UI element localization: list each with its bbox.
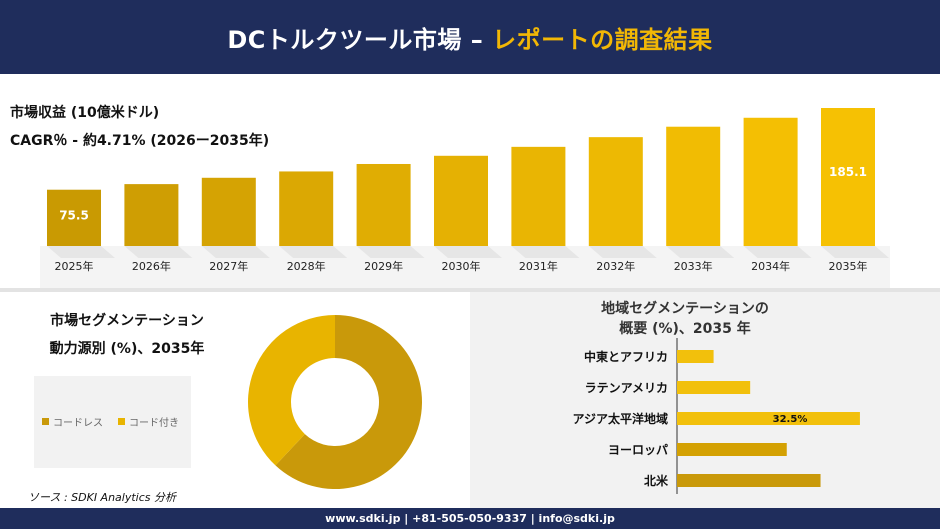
page-title: DCトルクツール市場 – レポートの調査結果 — [227, 20, 712, 55]
year-tick-label: 2027年 — [209, 259, 248, 273]
donut-slice-corded — [248, 315, 335, 466]
year-tick-label: 2029年 — [364, 259, 403, 273]
footer-contact-text: www.sdki.jp | +81-505-050-9337 | info@sd… — [325, 512, 615, 525]
donut-legend: コードレス コード付き — [34, 376, 191, 468]
region-label: ヨーロッパ — [608, 443, 668, 457]
donut-slice-cordless — [275, 315, 422, 489]
revenue-bar — [666, 126, 721, 246]
revenue-bar — [124, 184, 179, 246]
year-tick-label: 2028年 — [287, 259, 326, 273]
bar-shadow — [279, 246, 348, 258]
bar-shadow — [511, 246, 580, 258]
bar-shadow — [434, 246, 502, 258]
revenue-chart-panel: 市場収益 (10億米ドル) CAGR％ - 約4.71% (2026ー2035年… — [0, 74, 940, 288]
revenue-bar — [356, 163, 411, 246]
bar-shadow — [666, 246, 735, 258]
revenue-bar-chart: 2025年 75.5 2026年 2027年 2028年 2029年 2030年 2031年 2… — [40, 108, 890, 288]
year-tick-label: 2035年 — [829, 259, 868, 273]
bar-shadow — [743, 246, 812, 258]
legend-item-corded: コード付き — [118, 414, 179, 429]
year-tick-label: 2033年 — [674, 259, 713, 273]
regional-bar — [677, 412, 860, 425]
revenue-bar — [201, 177, 256, 246]
year-tick-label: 2031年 — [519, 259, 558, 273]
revenue-bar — [47, 189, 101, 246]
regional-bar — [677, 443, 787, 456]
revenue-bar — [434, 155, 488, 246]
year-tick-label: 2030年 — [442, 259, 481, 273]
region-label: 北米 — [644, 473, 669, 488]
bar-shadow — [821, 246, 889, 258]
legend-item-cordless: コードレス — [42, 414, 103, 429]
year-tick-label: 2034年 — [751, 259, 790, 273]
year-tick-label: 2025年 — [55, 259, 94, 273]
bar-value-label: 75.5 — [59, 209, 89, 223]
revenue-bar — [743, 117, 798, 246]
region-label: アジア太平洋地域 — [572, 411, 668, 426]
cagr-label: CAGR％ - 約4.71% (2026ー2035年) — [10, 133, 270, 149]
section-divider — [0, 288, 940, 292]
revenue-bar — [821, 108, 875, 246]
year-tick-label: 2032年 — [596, 259, 635, 273]
regional-bar — [677, 474, 821, 487]
revenue-bar — [588, 137, 643, 246]
regional-bar — [677, 350, 714, 363]
regional-title: 地域セグメンテーションの — [601, 301, 769, 317]
bar-shadow — [201, 246, 270, 258]
market-revenue-label: 市場収益 (10億米ドル) — [10, 105, 160, 121]
power-source-segment-panel: 市場セグメンテーション 動力源別 (%)、2035年 コードレス コード付き ソ… — [0, 292, 470, 508]
segmentation-subtitle: 動力源別 (%)、2035年 — [49, 341, 205, 357]
regional-bar-value-label: 32.5% — [773, 414, 808, 425]
legend-swatch-corded — [118, 418, 125, 425]
title-main: DCトルクツール市場 – — [227, 25, 484, 54]
title-accent: レポートの調査結果 — [492, 25, 713, 54]
regional-subtitle: 概要 (%)、2035 年 — [619, 321, 751, 337]
bar-shadow — [356, 246, 425, 258]
contact-footer: www.sdki.jp | +81-505-050-9337 | info@sd… — [0, 508, 940, 529]
segmentation-title: 市場セグメンテーション — [50, 313, 204, 329]
legend-label-corded: コード付き — [129, 418, 179, 429]
bar-shadow — [47, 246, 115, 258]
bar-shadow — [588, 246, 657, 258]
report-header: DCトルクツール市場 – レポートの調査結果 — [0, 0, 940, 74]
region-label: 中東とアフリカ — [584, 349, 668, 364]
region-label: ラテンアメリカ — [585, 381, 668, 395]
legend-label-cordless: コードレス — [53, 418, 103, 429]
regional-bar — [677, 381, 751, 394]
bar-shadow — [124, 246, 193, 258]
bar-value-label: 185.1 — [829, 165, 867, 179]
revenue-bar — [511, 146, 566, 246]
year-tick-label: 2026年 — [132, 259, 171, 273]
source-note: ソース : SDKI Analytics 分析 — [28, 491, 177, 504]
revenue-bar — [279, 171, 334, 246]
regional-segment-panel: 地域セグメンテーションの 概要 (%)、2035 年 中東とアフリカ ラテンアメリ… — [470, 292, 940, 508]
legend-swatch-cordless — [42, 418, 49, 425]
power-source-donut-chart — [248, 315, 422, 489]
